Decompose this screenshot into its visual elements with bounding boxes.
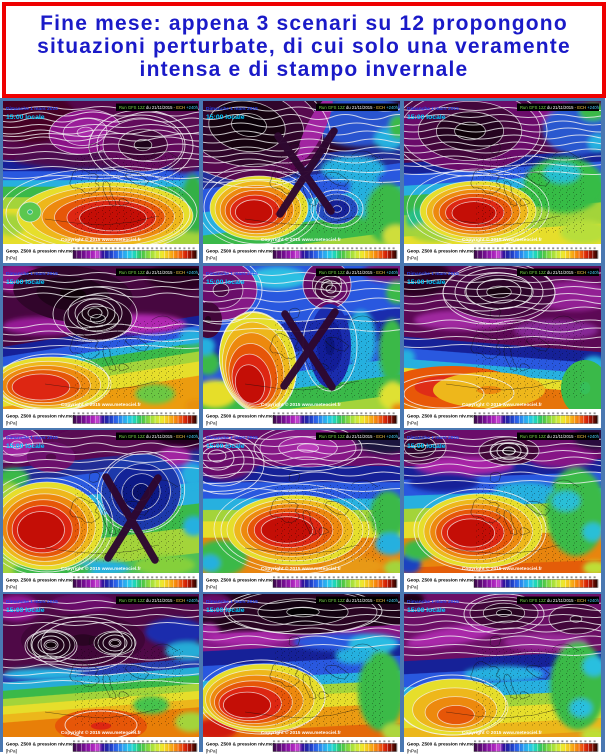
- svg-text:Copyright © 2015 www.meteociel: Copyright © 2015 www.meteociel.fr: [462, 401, 542, 408]
- svg-text:Run GFS 12Z du 21/11/2015 - EC: Run GFS 12Z du 21/11/2015 - ECH +240h: [119, 270, 199, 275]
- svg-text:[hPa]: [hPa]: [407, 585, 418, 590]
- svg-text:15:00 locale: 15:00 locale: [206, 279, 245, 286]
- svg-text:[hPa]: [hPa]: [206, 749, 217, 754]
- svg-text:Run GFS 12Z du 21/11/2015 - EC: Run GFS 12Z du 21/11/2015 - ECH +240h: [520, 105, 600, 110]
- svg-text:Dimanche 1 mars 2015: Dimanche 1 mars 2015: [407, 435, 459, 441]
- svg-text:Dimanche 1 mars 2015: Dimanche 1 mars 2015: [407, 271, 459, 277]
- svg-text:Run GFS 12Z du 21/11/2015 - EC: Run GFS 12Z du 21/11/2015 - ECH +240h: [319, 598, 399, 603]
- svg-text:Run GFS 12Z du 21/11/2015 - EC: Run GFS 12Z du 21/11/2015 - ECH +240h: [119, 598, 199, 603]
- svg-text:Copyright © 2015 www.meteociel: Copyright © 2015 www.meteociel.fr: [261, 565, 341, 572]
- svg-text:Geop. Z500 & pression niv.mer: Geop. Z500 & pression niv.mer: [6, 742, 75, 747]
- svg-text:Run GFS 12Z du 21/11/2015 - EC: Run GFS 12Z du 21/11/2015 - ECH +240h: [319, 434, 399, 439]
- svg-text:Dimanche 1 mars 2015: Dimanche 1 mars 2015: [206, 271, 258, 277]
- svg-text:Copyright © 2015 www.meteociel: Copyright © 2015 www.meteociel.fr: [462, 236, 542, 243]
- svg-text:[hPa]: [hPa]: [407, 256, 418, 261]
- svg-text:Dimanche 1 mars 2015: Dimanche 1 mars 2015: [206, 435, 258, 441]
- svg-text:15:00 locale: 15:00 locale: [6, 607, 45, 614]
- svg-text:Copyright © 2015 www.meteociel: Copyright © 2015 www.meteociel.fr: [61, 236, 141, 243]
- svg-text:Dimanche 1 mars 2015: Dimanche 1 mars 2015: [407, 599, 459, 605]
- svg-text:Copyright © 2015 www.meteociel: Copyright © 2015 www.meteociel.fr: [462, 565, 542, 572]
- svg-text:Dimanche 1 mars 2015: Dimanche 1 mars 2015: [206, 599, 258, 605]
- svg-text:[hPa]: [hPa]: [6, 256, 17, 261]
- svg-text:Dimanche 1 mars 2015: Dimanche 1 mars 2015: [407, 106, 459, 112]
- svg-text:15:00 locale: 15:00 locale: [6, 279, 45, 286]
- svg-text:[hPa]: [hPa]: [206, 585, 217, 590]
- svg-text:Run GFS 12Z du 21/11/2015 - EC: Run GFS 12Z du 21/11/2015 - ECH +240h: [319, 270, 399, 275]
- svg-text:Run GFS 12Z du 21/11/2015 - EC: Run GFS 12Z du 21/11/2015 - ECH +240h: [319, 105, 399, 110]
- svg-text:Geop. Z500 & pression niv.mer: Geop. Z500 & pression niv.mer: [407, 578, 476, 583]
- svg-text:[hPa]: [hPa]: [6, 585, 17, 590]
- svg-text:15:00 locale: 15:00 locale: [206, 443, 245, 450]
- svg-text:[hPa]: [hPa]: [206, 256, 217, 261]
- svg-text:15:00 locale: 15:00 locale: [407, 114, 446, 121]
- svg-text:Geop. Z500 & pression niv.mer: Geop. Z500 & pression niv.mer: [206, 578, 275, 583]
- svg-text:Run GFS 12Z du 21/11/2015 - EC: Run GFS 12Z du 21/11/2015 - ECH +240h: [520, 270, 600, 275]
- svg-text:Copyright © 2015 www.meteociel: Copyright © 2015 www.meteociel.fr: [462, 729, 542, 736]
- svg-text:15:00 locale: 15:00 locale: [407, 607, 446, 614]
- svg-text:15:00 locale: 15:00 locale: [206, 114, 245, 121]
- svg-text:[hPa]: [hPa]: [407, 421, 418, 426]
- svg-text:Run GFS 12Z du 21/11/2015 - EC: Run GFS 12Z du 21/11/2015 - ECH +240h: [119, 105, 199, 110]
- svg-text:Dimanche 1 mars 2015: Dimanche 1 mars 2015: [6, 271, 58, 277]
- svg-text:15:00 locale: 15:00 locale: [6, 114, 45, 121]
- svg-text:Copyright © 2015 www.meteociel: Copyright © 2015 www.meteociel.fr: [61, 401, 141, 408]
- svg-text:Dimanche 1 mars 2015: Dimanche 1 mars 2015: [6, 435, 58, 441]
- svg-text:Copyright © 2015 www.meteociel: Copyright © 2015 www.meteociel.fr: [261, 236, 341, 243]
- svg-text:Geop. Z500 & pression niv.mer: Geop. Z500 & pression niv.mer: [206, 742, 275, 747]
- svg-text:Copyright © 2015 www.meteociel: Copyright © 2015 www.meteociel.fr: [261, 401, 341, 408]
- svg-text:Dimanche 1 mars 2015: Dimanche 1 mars 2015: [6, 599, 58, 605]
- svg-text:Run GFS 12Z du 21/11/2015 - EC: Run GFS 12Z du 21/11/2015 - ECH +240h: [119, 434, 199, 439]
- svg-text:Copyright © 2015 www.meteociel: Copyright © 2015 www.meteociel.fr: [261, 729, 341, 736]
- svg-text:Copyright © 2015 www.meteociel: Copyright © 2015 www.meteociel.fr: [61, 565, 141, 572]
- svg-text:Geop. Z500 & pression niv.mer: Geop. Z500 & pression niv.mer: [407, 742, 476, 747]
- svg-text:15:00 locale: 15:00 locale: [6, 443, 45, 450]
- svg-text:15:00 locale: 15:00 locale: [407, 279, 446, 286]
- svg-text:Dimanche 1 mars 2015: Dimanche 1 mars 2015: [206, 106, 258, 112]
- svg-text:Run GFS 12Z du 21/11/2015 - EC: Run GFS 12Z du 21/11/2015 - ECH +240h: [520, 434, 600, 439]
- svg-text:Geop. Z500 & pression niv.mer: Geop. Z500 & pression niv.mer: [407, 249, 476, 254]
- svg-text:[hPa]: [hPa]: [206, 421, 217, 426]
- svg-text:Geop. Z500 & pression niv.mer: Geop. Z500 & pression niv.mer: [407, 414, 476, 419]
- svg-text:Geop. Z500 & pression niv.mer: Geop. Z500 & pression niv.mer: [206, 249, 275, 254]
- svg-text:[hPa]: [hPa]: [6, 749, 17, 754]
- svg-text:Run GFS 12Z du 21/11/2015 - EC: Run GFS 12Z du 21/11/2015 - ECH +240h: [520, 598, 600, 603]
- svg-text:15:00 locale: 15:00 locale: [407, 443, 446, 450]
- svg-text:15:00 locale: 15:00 locale: [206, 607, 245, 614]
- svg-text:Geop. Z500 & pression niv.mer: Geop. Z500 & pression niv.mer: [6, 578, 75, 583]
- svg-text:Dimanche 1 mars 2015: Dimanche 1 mars 2015: [6, 106, 58, 112]
- svg-text:Geop. Z500 & pression niv.mer: Geop. Z500 & pression niv.mer: [6, 414, 75, 419]
- svg-text:[hPa]: [hPa]: [6, 421, 17, 426]
- svg-text:Geop. Z500 & pression niv.mer: Geop. Z500 & pression niv.mer: [6, 249, 75, 254]
- svg-text:Copyright © 2015 www.meteociel: Copyright © 2015 www.meteociel.fr: [61, 729, 141, 736]
- svg-text:[hPa]: [hPa]: [407, 749, 418, 754]
- svg-text:Geop. Z500 & pression niv.mer: Geop. Z500 & pression niv.mer: [206, 414, 275, 419]
